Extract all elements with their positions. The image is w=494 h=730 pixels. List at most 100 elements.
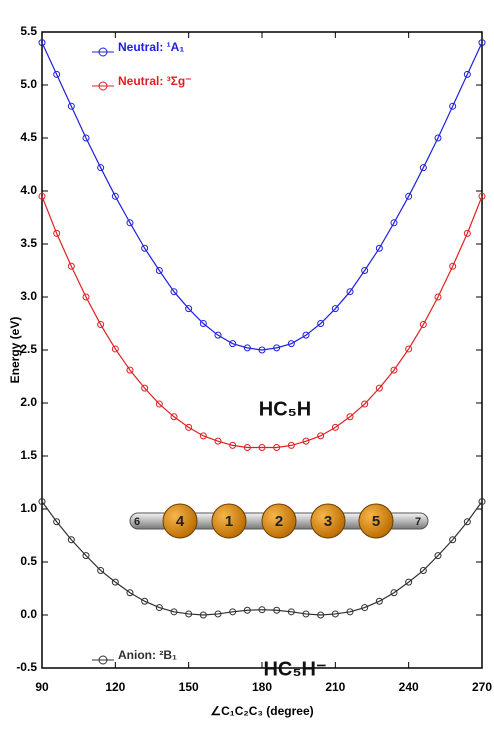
point-marker	[141, 244, 149, 252]
point-marker	[346, 608, 354, 616]
point-marker	[126, 366, 134, 374]
annotation: HC₅H⁻	[263, 658, 326, 680]
point-marker	[478, 39, 486, 47]
point-marker	[214, 610, 222, 618]
point-marker	[229, 340, 237, 348]
point-marker	[390, 589, 398, 597]
atom	[211, 503, 247, 539]
point-marker	[229, 441, 237, 449]
point-marker	[126, 589, 134, 597]
atom	[358, 503, 394, 539]
point-marker	[287, 441, 295, 449]
y-tick-label: 1.5	[20, 448, 37, 462]
point-marker	[185, 610, 193, 618]
point-marker	[449, 262, 457, 270]
point-marker	[243, 606, 251, 614]
y-tick-label: 4.5	[20, 130, 37, 144]
point-marker	[346, 413, 354, 421]
point-marker	[317, 611, 325, 619]
point-marker	[419, 164, 427, 172]
atom-label: 7	[415, 516, 421, 528]
point-marker	[463, 229, 471, 237]
x-tick-label: 210	[325, 680, 345, 694]
point-marker	[214, 331, 222, 339]
point-marker	[185, 423, 193, 431]
point-marker	[287, 608, 295, 616]
point-marker	[361, 604, 369, 612]
point-marker	[170, 413, 178, 421]
point-marker	[258, 346, 266, 354]
point-marker	[53, 229, 61, 237]
x-tick-label: 180	[252, 680, 272, 694]
point-marker	[155, 604, 163, 612]
point-marker	[199, 320, 207, 327]
point-marker	[199, 611, 207, 619]
point-marker	[405, 192, 413, 200]
point-marker	[111, 192, 119, 200]
point-marker	[67, 262, 75, 270]
point-marker	[331, 305, 339, 313]
y-tick-label: 3.0	[20, 289, 37, 303]
atom	[261, 503, 297, 539]
y-tick-label: 0.5	[20, 554, 37, 568]
atom-label: 1	[225, 513, 233, 530]
point-marker	[243, 444, 251, 452]
y-tick-label: 5.0	[20, 77, 37, 91]
point-marker	[273, 344, 281, 352]
point-marker	[82, 552, 90, 560]
point-marker	[287, 340, 295, 348]
point-marker	[331, 423, 339, 431]
point-marker	[170, 288, 178, 296]
legend-marker	[98, 655, 108, 665]
point-marker	[53, 518, 61, 526]
point-marker	[53, 70, 61, 78]
point-marker	[390, 219, 398, 227]
atom-label: 3	[324, 513, 332, 530]
point-marker	[82, 293, 90, 301]
point-marker	[375, 244, 383, 252]
x-axis-label: ∠C₁C₂C₃ (degree)	[210, 704, 313, 718]
point-marker	[243, 344, 251, 352]
point-marker	[478, 192, 486, 200]
point-marker	[97, 321, 105, 329]
point-marker	[214, 437, 222, 445]
point-marker	[111, 345, 119, 353]
point-marker	[155, 400, 163, 408]
atom-label: 2	[275, 513, 283, 530]
atom	[162, 503, 198, 539]
point-marker	[405, 345, 413, 353]
point-marker	[375, 597, 383, 605]
point-marker	[141, 597, 149, 605]
point-marker	[97, 164, 105, 172]
x-tick-label: 240	[399, 680, 419, 694]
series-line	[41, 501, 483, 616]
legend-marker	[98, 47, 108, 57]
point-marker	[317, 432, 325, 440]
point-marker	[478, 498, 486, 506]
y-tick-label: 3.5	[20, 236, 37, 250]
point-marker	[361, 267, 369, 274]
atom-label: 6	[134, 516, 140, 528]
point-marker	[97, 566, 105, 574]
atom-label: 5	[372, 513, 380, 530]
point-marker	[67, 536, 75, 544]
series-line	[41, 42, 483, 351]
point-marker	[434, 293, 442, 301]
point-marker	[346, 288, 354, 296]
y-tick-label: 5.5	[20, 24, 37, 38]
point-marker	[302, 437, 310, 445]
point-marker	[258, 444, 266, 452]
point-marker	[185, 305, 193, 313]
point-marker	[273, 606, 281, 614]
x-tick-label: 150	[179, 680, 199, 694]
point-marker	[141, 384, 149, 392]
point-marker	[82, 134, 90, 142]
atom-label: 4	[176, 513, 185, 530]
point-marker	[361, 400, 369, 408]
point-marker	[419, 566, 427, 574]
point-marker	[434, 134, 442, 142]
x-tick-label: 120	[105, 680, 125, 694]
point-marker	[67, 102, 75, 110]
point-marker	[419, 321, 427, 329]
point-marker	[170, 608, 178, 616]
